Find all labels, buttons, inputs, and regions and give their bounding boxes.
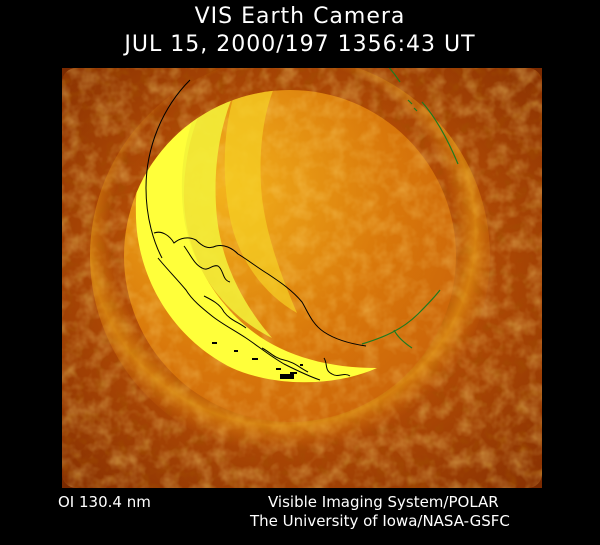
wavelength-label: OI 130.4 nm (58, 493, 151, 511)
camera-title: VIS Earth Camera (194, 4, 406, 29)
island-outlines (212, 342, 303, 379)
coastline-outline (145, 79, 367, 381)
observation-timestamp: JUL 15, 2000/197 1356:43 UT (124, 32, 476, 57)
dayglow-crescent (135, 90, 377, 383)
instrument-label: Visible Imaging System/POLAR (268, 493, 499, 511)
credit-label: The University of Iowa/NASA-GSFC (250, 512, 510, 530)
terminator-outline (361, 68, 459, 349)
earth-image (62, 68, 542, 488)
earth-image-canvas (62, 68, 542, 488)
